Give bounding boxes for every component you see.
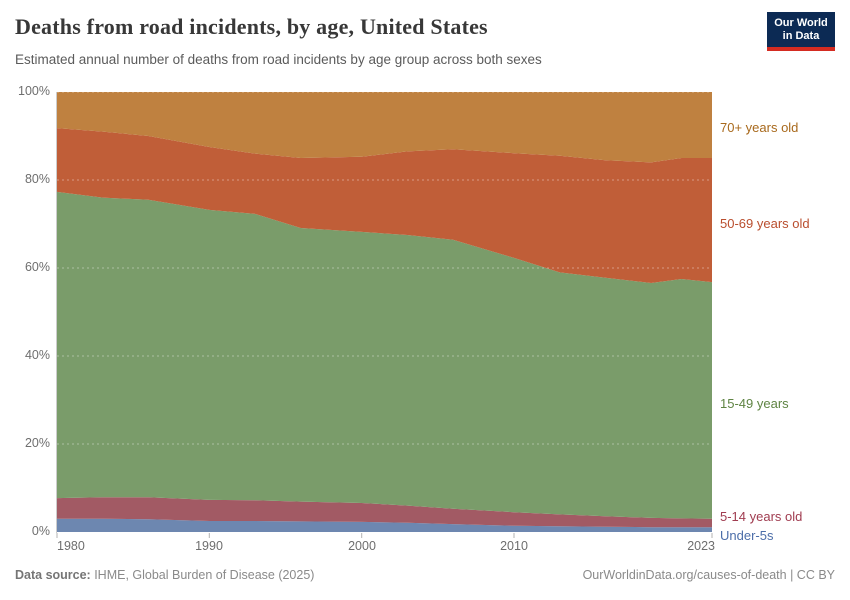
area-under-5s: [57, 518, 712, 532]
owid-logo: Our World in Data: [767, 12, 835, 51]
y-tick-100: 100%: [18, 84, 50, 98]
license-note: OurWorldinData.org/causes-of-death | CC …: [582, 568, 835, 582]
chart-subtitle: Estimated annual number of deaths from r…: [15, 52, 542, 67]
series-label-70-plus: 70+ years old: [720, 120, 799, 135]
data-source-label: Data source:: [15, 568, 91, 582]
data-source-value: IHME, Global Burden of Disease (2025): [90, 568, 315, 582]
area-70-plus-years: [57, 92, 712, 163]
series-label-5-14: 5-14 years old: [720, 509, 803, 524]
y-tick-60: 60%: [24, 260, 50, 274]
x-tick-1990: 1990: [195, 539, 223, 553]
area-50-69-years: [57, 128, 712, 283]
series-label-under-5: Under-5s: [720, 528, 774, 543]
area-15-49-years: [57, 191, 712, 519]
y-tick-80: 80%: [24, 172, 50, 186]
data-source-note: Data source: IHME, Global Burden of Dise…: [15, 568, 314, 582]
series-label-50-69: 50-69 years old: [720, 216, 810, 231]
x-tick-2000: 2000: [348, 539, 376, 553]
series-label-15-49: 15-49 years: [720, 396, 789, 411]
area-5-14-years: [57, 497, 712, 528]
owid-logo-line1: Our World: [774, 17, 828, 29]
y-tick-40: 40%: [24, 348, 50, 362]
x-tick-2023: 2023: [687, 539, 715, 553]
owid-logo-line2: in Data: [782, 30, 820, 42]
y-tick-0: 0%: [31, 524, 50, 538]
y-tick-20: 20%: [24, 436, 50, 450]
chart-title: Deaths from road incidents, by age, Unit…: [15, 14, 488, 39]
chart-footer: Data source: IHME, Global Burden of Dise…: [15, 568, 835, 582]
x-tick-2010: 2010: [500, 539, 528, 553]
x-tick-1980: 1980: [57, 539, 85, 553]
